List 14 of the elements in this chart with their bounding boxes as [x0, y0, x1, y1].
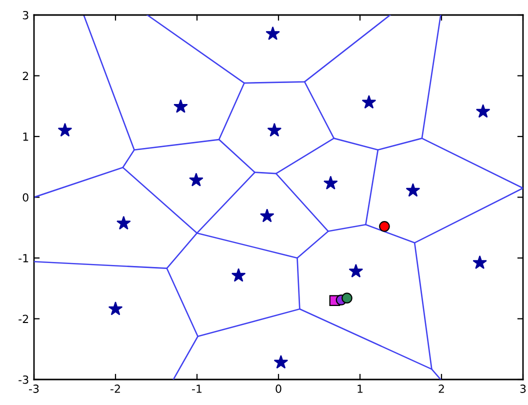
x-tick-label: 0 — [276, 384, 282, 393]
y-tick-label: 0 — [22, 193, 28, 202]
x-tick-label: 2 — [438, 384, 444, 393]
y-tick-label: 3 — [22, 10, 28, 20]
y-tick-label: -2 — [18, 314, 28, 323]
x-tick-label: 1 — [358, 384, 363, 393]
x-tick-label: -1 — [192, 384, 202, 393]
x-tick-label: -2 — [110, 384, 120, 393]
y-tick-label: 2 — [22, 72, 28, 80]
y-tick-label: -1 — [18, 254, 28, 262]
y-tick-label: 1 — [23, 132, 28, 141]
x-tick-label: -3 — [29, 384, 39, 393]
y-tick-label: -3 — [18, 375, 28, 384]
x-tick-label: 3 — [520, 384, 526, 393]
